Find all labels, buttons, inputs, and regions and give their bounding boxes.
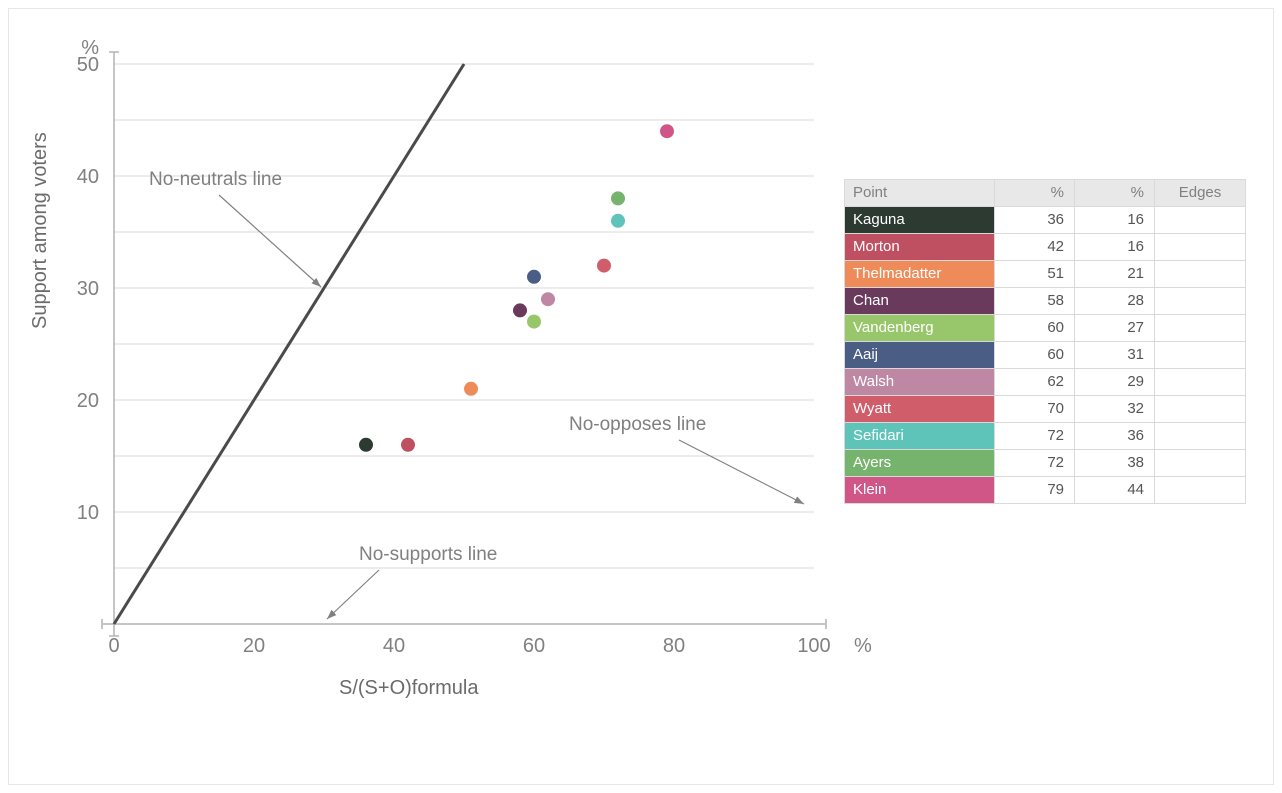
table-row: Morton4216 [845, 234, 1245, 261]
data-point [660, 124, 674, 138]
table-cell-pct2: 38 [1075, 450, 1155, 476]
data-point [401, 438, 415, 452]
table-cell-pct1: 42 [995, 234, 1075, 260]
table-cell-edges [1155, 207, 1245, 233]
table-cell-pct2: 31 [1075, 342, 1155, 368]
table-cell-pct1: 62 [995, 369, 1075, 395]
table-cell-point: Wyatt [845, 396, 995, 422]
table-cell-point: Aaij [845, 342, 995, 368]
table-header-edges: Edges [1155, 180, 1245, 206]
table-header-point: Point [845, 180, 995, 206]
table-cell-pct2: 32 [1075, 396, 1155, 422]
table-cell-pct1: 72 [995, 423, 1075, 449]
table-cell-pct2: 29 [1075, 369, 1155, 395]
table-cell-edges [1155, 396, 1245, 422]
x-tick-label: 20 [243, 635, 265, 657]
table-cell-edges [1155, 261, 1245, 287]
table-cell-edges [1155, 234, 1245, 260]
table-row: Kaguna3616 [845, 207, 1245, 234]
table-cell-pct2: 16 [1075, 234, 1155, 260]
chart-frame: 020406080100%1020304050% Support among v… [8, 8, 1274, 785]
data-point [359, 438, 373, 452]
table-cell-point: Walsh [845, 369, 995, 395]
table-body: Kaguna3616Morton4216Thelmadatter5121Chan… [845, 207, 1245, 503]
y-axis-label: Support among voters [29, 132, 52, 329]
table-cell-point: Vandenberg [845, 315, 995, 341]
data-point [611, 191, 625, 205]
table-cell-point: Chan [845, 288, 995, 314]
table-cell-edges [1155, 450, 1245, 476]
table-cell-pct1: 51 [995, 261, 1075, 287]
no-supports-annotation: No-supports line [359, 544, 497, 566]
table-row: Chan5828 [845, 288, 1245, 315]
table-cell-pct1: 60 [995, 315, 1075, 341]
no-opposes-annotation: No-opposes line [569, 414, 706, 436]
data-point [464, 382, 478, 396]
no-neutrals-arrow [219, 195, 321, 287]
table-cell-pct2: 36 [1075, 423, 1155, 449]
table-cell-point: Thelmadatter [845, 261, 995, 287]
table-cell-pct1: 58 [995, 288, 1075, 314]
no-supports-arrow [327, 570, 379, 619]
data-point [527, 315, 541, 329]
data-point [527, 270, 541, 284]
data-table: Point % % Edges Kaguna3616Morton4216Thel… [844, 179, 1246, 504]
table-cell-pct1: 36 [995, 207, 1075, 233]
x-tick-label: 0 [108, 635, 119, 657]
no-neutrals-annotation: No-neutrals line [149, 169, 282, 191]
table-row: Walsh6229 [845, 369, 1245, 396]
x-tick-label: 40 [383, 635, 405, 657]
table-cell-pct2: 44 [1075, 477, 1155, 503]
table-cell-edges [1155, 477, 1245, 503]
table-cell-pct1: 70 [995, 396, 1075, 422]
y-tick-label: 40 [77, 166, 99, 188]
table-cell-edges [1155, 369, 1245, 395]
table-cell-edges [1155, 315, 1245, 341]
table-cell-pct1: 79 [995, 477, 1075, 503]
table-cell-point: Morton [845, 234, 995, 260]
y-tick-label: 30 [77, 278, 99, 300]
table-cell-pct2: 27 [1075, 315, 1155, 341]
data-point [597, 259, 611, 273]
table-row: Vandenberg6027 [845, 315, 1245, 342]
table-row: Thelmadatter5121 [845, 261, 1245, 288]
no-opposes-arrow [679, 440, 804, 504]
table-cell-edges [1155, 288, 1245, 314]
table-cell-pct2: 16 [1075, 207, 1155, 233]
data-point [541, 292, 555, 306]
table-cell-pct1: 60 [995, 342, 1075, 368]
table-row: Sefidari7236 [845, 423, 1245, 450]
table-row: Ayers7238 [845, 450, 1245, 477]
table-cell-point: Klein [845, 477, 995, 503]
table-row: Klein7944 [845, 477, 1245, 503]
y-tick-label: 10 [77, 502, 99, 524]
table-cell-edges [1155, 342, 1245, 368]
x-tick-label: 100 [797, 635, 830, 657]
table-cell-pct1: 72 [995, 450, 1075, 476]
table-header-row: Point % % Edges [845, 180, 1245, 207]
table-row: Aaij6031 [845, 342, 1245, 369]
x-tick-label: 80 [663, 635, 685, 657]
table-cell-edges [1155, 423, 1245, 449]
table-header-pct2: % [1075, 180, 1155, 206]
table-cell-pct2: 21 [1075, 261, 1155, 287]
x-axis-label: S/(S+O)formula [339, 677, 478, 700]
data-point [513, 303, 527, 317]
x-axis-unit: % [854, 635, 872, 657]
table-cell-pct2: 28 [1075, 288, 1155, 314]
table-cell-point: Kaguna [845, 207, 995, 233]
y-tick-label: 20 [77, 390, 99, 412]
table-header-pct1: % [995, 180, 1075, 206]
table-cell-point: Ayers [845, 450, 995, 476]
y-axis-unit: % [81, 37, 99, 59]
table-row: Wyatt7032 [845, 396, 1245, 423]
table-cell-point: Sefidari [845, 423, 995, 449]
data-point [611, 214, 625, 228]
x-tick-label: 60 [523, 635, 545, 657]
